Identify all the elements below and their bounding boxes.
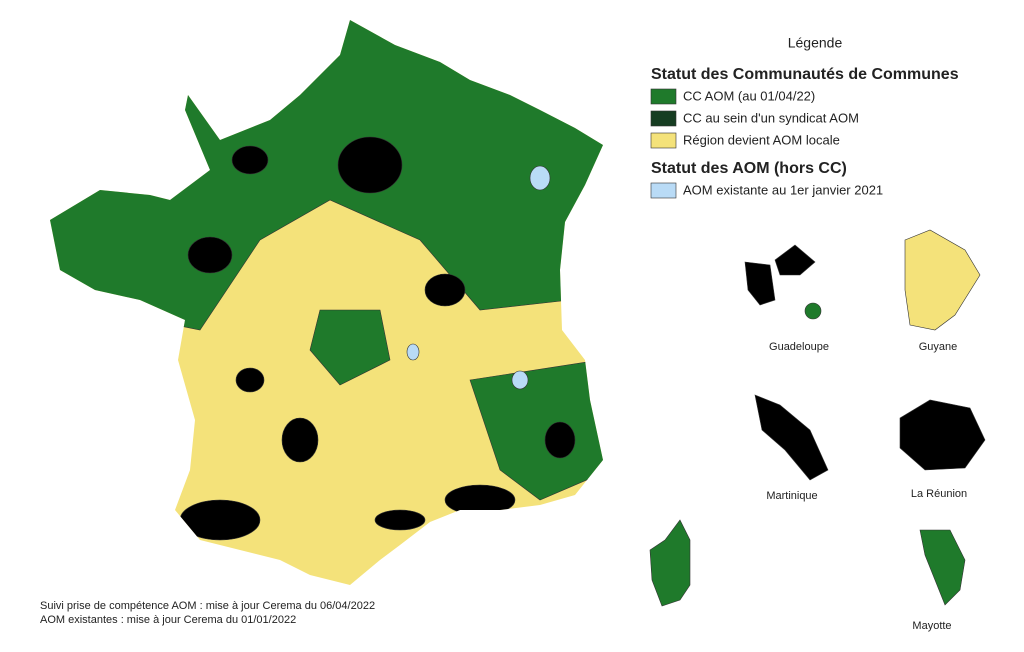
region-dark	[511, 370, 529, 390]
guadeloupe-east	[774, 244, 816, 276]
france-map	[50, 20, 603, 585]
territory-label: Guyane	[919, 341, 958, 353]
region-blue	[187, 236, 233, 274]
legend-title: Légende	[788, 35, 843, 51]
territory-label: Martinique	[766, 490, 817, 502]
legend-swatch	[650, 132, 677, 149]
region-dark	[406, 343, 420, 361]
note: Suivi prise de compétence AOM : mise à j…	[40, 600, 375, 612]
legend-heading: Statut des Communautés de Communes	[651, 66, 959, 83]
region-blue	[231, 145, 269, 175]
territory-label: Guadeloupe	[769, 341, 829, 353]
region-dark	[529, 165, 551, 191]
region-blue	[544, 421, 576, 459]
legend-label: Région devient AOM locale	[683, 132, 840, 147]
legend-swatch	[650, 88, 677, 105]
region-blue	[281, 417, 319, 463]
territory-label: La Réunion	[911, 488, 967, 500]
region-blue	[235, 367, 265, 393]
mayotte	[919, 529, 966, 606]
region-blue	[424, 273, 466, 307]
martinique	[754, 394, 829, 481]
legend-swatch	[650, 110, 677, 127]
region-blue	[444, 484, 516, 516]
legend: Statut des Communautés de Communes CC AOM…	[650, 66, 959, 199]
territory-label: Mayotte	[912, 620, 951, 632]
region-green	[309, 309, 391, 386]
legend-label: AOM existante au 1er janvier 2021	[683, 182, 883, 197]
region-green	[469, 359, 603, 501]
la-reunion	[899, 399, 986, 471]
guadeloupe-west	[744, 261, 776, 306]
marie-galante	[804, 302, 822, 320]
note: AOM existantes : mise à jour Cerema du 0…	[40, 614, 296, 626]
legend-heading: Statut des AOM (hors CC)	[651, 160, 847, 177]
region-blue	[179, 499, 261, 541]
guyane	[904, 229, 981, 331]
legend-label: CC AOM (au 01/04/22)	[683, 88, 815, 103]
region-blue	[374, 509, 426, 531]
corsica	[649, 519, 691, 607]
legend-label: CC au sein d'un syndicat AOM	[683, 110, 859, 125]
legend-swatch	[650, 182, 677, 199]
region-blue	[337, 136, 403, 194]
